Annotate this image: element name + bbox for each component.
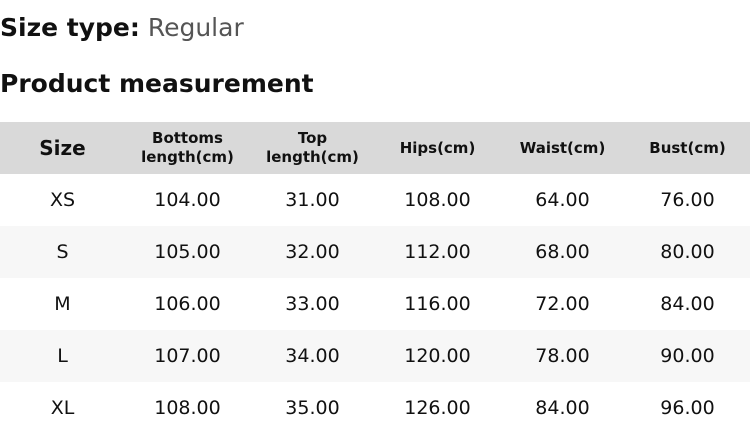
table-row: S 105.00 32.00 112.00 68.00 80.00	[0, 226, 750, 278]
cell-waist: 78.00	[535, 345, 590, 367]
table-row: XL 108.00 35.00 126.00 84.00 96.00	[0, 382, 750, 434]
table-row: L 107.00 34.00 120.00 78.00 90.00	[0, 330, 750, 382]
cell-size: S	[56, 241, 69, 263]
cell-hips: 112.00	[404, 241, 471, 263]
table-row: XS 104.00 31.00 108.00 64.00 76.00	[0, 174, 750, 226]
cell-top-length: 32.00	[285, 241, 340, 263]
cell-top-length: 35.00	[285, 397, 340, 419]
cell-waist: 84.00	[535, 397, 590, 419]
table-header-row: Size Bottoms length(cm) Top length(cm) H…	[0, 122, 750, 174]
cell-top-length: 33.00	[285, 293, 340, 315]
header-hips: Hips(cm)	[399, 138, 476, 157]
cell-top-length: 31.00	[285, 189, 340, 211]
header-bust: Bust(cm)	[649, 138, 726, 157]
header-top-length: Top length(cm)	[266, 129, 359, 166]
cell-bust: 76.00	[660, 189, 715, 211]
size-type: Size type: Regular	[0, 11, 244, 45]
size-type-value: Regular	[147, 13, 244, 42]
cell-bust: 80.00	[660, 241, 715, 263]
cell-hips: 108.00	[404, 189, 471, 211]
cell-size: XS	[49, 189, 76, 211]
cell-bust: 84.00	[660, 293, 715, 315]
cell-bottoms-length: 105.00	[154, 241, 221, 263]
header-bottoms-length: Bottoms length(cm)	[141, 129, 234, 166]
cell-top-length: 34.00	[285, 345, 340, 367]
cell-size: M	[54, 293, 71, 315]
table-row: M 106.00 33.00 116.00 72.00 84.00	[0, 278, 750, 330]
cell-hips: 126.00	[404, 397, 471, 419]
header-size: Size	[39, 135, 86, 160]
cell-bottoms-length: 107.00	[154, 345, 221, 367]
cell-waist: 72.00	[535, 293, 590, 315]
cell-bottoms-length: 104.00	[154, 189, 221, 211]
cell-hips: 116.00	[404, 293, 471, 315]
cell-bottoms-length: 108.00	[154, 397, 221, 419]
size-type-label: Size type:	[0, 13, 140, 42]
cell-waist: 68.00	[535, 241, 590, 263]
measurement-table: Size Bottoms length(cm) Top length(cm) H…	[0, 122, 750, 434]
cell-size: L	[57, 345, 68, 367]
cell-waist: 64.00	[535, 189, 590, 211]
cell-bottoms-length: 106.00	[154, 293, 221, 315]
section-title: Product measurement	[0, 69, 314, 98]
cell-hips: 120.00	[404, 345, 471, 367]
cell-size: XL	[50, 397, 75, 419]
cell-bust: 96.00	[660, 397, 715, 419]
cell-bust: 90.00	[660, 345, 715, 367]
header-waist: Waist(cm)	[519, 138, 606, 157]
